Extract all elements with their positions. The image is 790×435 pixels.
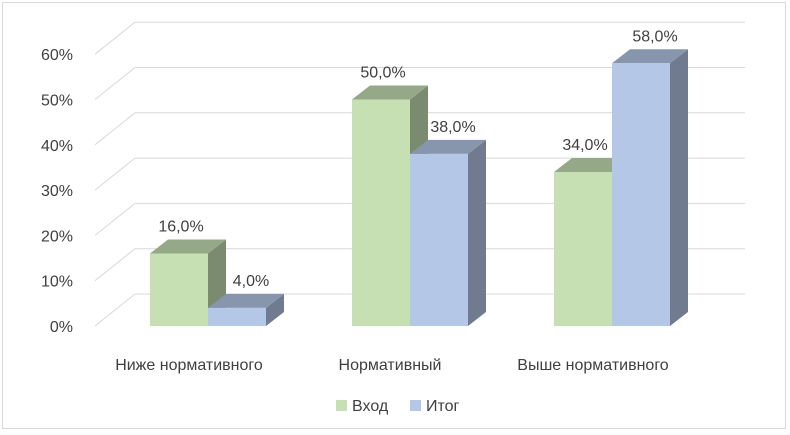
gridline-depth (94, 248, 136, 282)
bars (150, 49, 688, 326)
legend-swatch (336, 400, 347, 411)
bar-front (352, 99, 410, 326)
bar-side (468, 139, 486, 326)
gridline-depth (94, 157, 136, 191)
data-label: 38,0% (430, 119, 475, 136)
bar-front (410, 153, 468, 326)
y-tick-label: 50% (41, 93, 73, 110)
legend-label: Итог (426, 398, 460, 415)
y-axis-ticks: 0% 10% 20% 30% 40% 50% 60% (41, 47, 73, 336)
y-tick-label: 0% (50, 319, 73, 336)
bar-itog-2 (612, 49, 688, 326)
data-label: 4,0% (233, 273, 269, 290)
gridline-depth (94, 293, 136, 327)
bar-top (208, 293, 284, 308)
bar-front (208, 307, 266, 326)
bar-side (266, 293, 284, 326)
x-category-label: Ниже нормативного (115, 357, 263, 374)
y-tick-label: 60% (41, 47, 73, 64)
x-category-label: Нормативный (339, 357, 442, 374)
bar-itog-0 (208, 293, 284, 326)
chart-frame: 0% 10% 20% 30% 40% 50% 60% 16,0% 50,0% 34,0% 4,0%… (2, 2, 786, 429)
y-tick-label: 20% (41, 228, 73, 245)
legend-label: Вход (352, 398, 389, 415)
bar-side (670, 49, 688, 326)
y-tick-label: 30% (41, 183, 73, 200)
gridline-depth (94, 112, 136, 146)
bar-front (612, 63, 670, 326)
bar-top (612, 49, 688, 64)
bar-top (352, 85, 428, 100)
gridline-depth (94, 203, 136, 236)
bar-top (410, 139, 486, 154)
data-labels: 16,0% 50,0% 34,0% 4,0% 38,0% 58,0% (158, 28, 677, 290)
bar-top (150, 239, 226, 254)
x-axis-categories: Ниже нормативного Нормативный Выше нормати… (115, 357, 669, 374)
y-tick-label: 40% (41, 138, 73, 155)
data-label: 50,0% (360, 65, 405, 82)
x-category-label: Выше нормативного (517, 357, 669, 374)
y-tick-label: 10% (41, 274, 73, 291)
legend-swatch (410, 400, 421, 411)
bar-front (150, 253, 208, 326)
legend: Вход Итог (336, 398, 460, 415)
data-label: 34,0% (562, 137, 607, 154)
data-label: 58,0% (632, 28, 677, 45)
bar-top (554, 157, 630, 172)
bar-chart-3d: 0% 10% 20% 30% 40% 50% 60% 16,0% 50,0% 34,0% 4,0%… (41, 21, 745, 415)
gridline-depth (94, 67, 136, 100)
bar-front (554, 171, 612, 326)
bar-itog-1 (410, 139, 486, 326)
gridline-depth (94, 21, 136, 55)
data-label: 16,0% (158, 219, 203, 236)
